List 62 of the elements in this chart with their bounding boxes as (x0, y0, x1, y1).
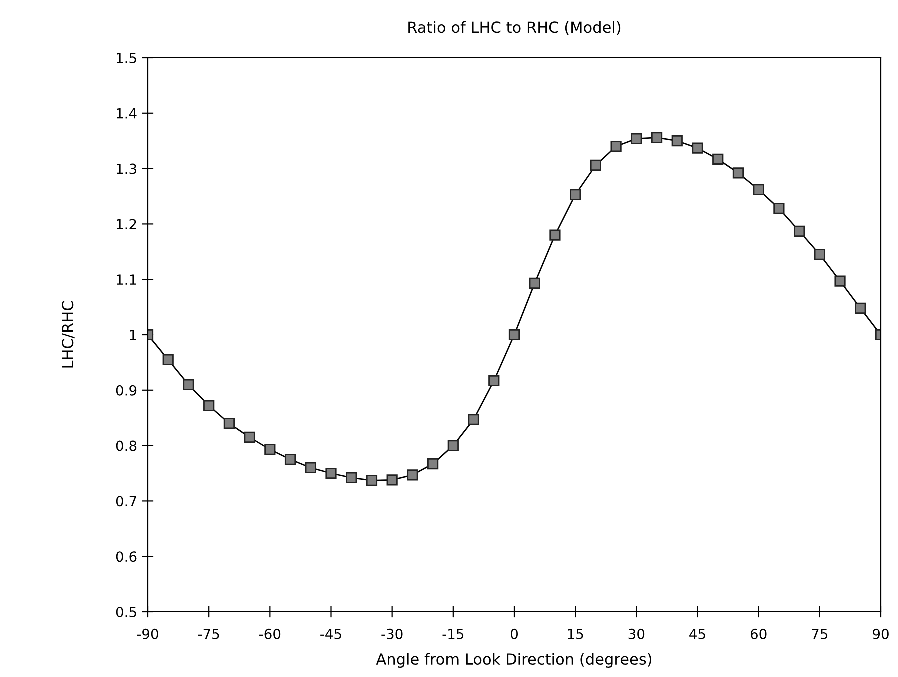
x-tick-label: -75 (198, 629, 220, 640)
y-tick-label: 0.6 (116, 552, 137, 562)
point (264, 444, 276, 456)
point (448, 440, 459, 452)
point (834, 276, 846, 287)
x-tick-label: 75 (812, 629, 828, 640)
x-tick-label: 15 (568, 629, 584, 640)
point (529, 278, 540, 290)
point (326, 468, 337, 480)
point (224, 418, 235, 430)
point (570, 189, 582, 200)
point (550, 230, 561, 241)
point (794, 226, 806, 237)
point (712, 154, 724, 165)
point (508, 329, 520, 341)
point (162, 354, 174, 366)
y-tick-label: 0.9 (116, 385, 137, 396)
point (855, 302, 866, 314)
point (468, 414, 480, 426)
point (732, 168, 744, 179)
x-tick-label: -15 (442, 629, 464, 640)
point (692, 142, 704, 154)
point (284, 454, 296, 466)
y-tick-label: 0.5 (116, 606, 136, 618)
x-tick-label: 45 (690, 629, 706, 640)
y-tick-label: 0.7 (116, 496, 136, 507)
point (814, 249, 826, 260)
point (346, 472, 358, 484)
x-tick-label: -30 (382, 628, 403, 640)
y-axis-title: LHC/RHC (62, 302, 75, 368)
point (651, 132, 663, 144)
point (183, 379, 194, 390)
point (428, 458, 439, 470)
point (610, 141, 622, 152)
x-tick-label: -90 (137, 628, 158, 640)
point (305, 462, 316, 474)
point (753, 184, 764, 196)
point (672, 136, 683, 147)
y-tick-label: 1.1 (117, 274, 136, 285)
point (407, 470, 418, 481)
y-tick-label: 1.2 (117, 219, 136, 230)
point (488, 375, 500, 387)
point (774, 203, 785, 214)
x-tick-label: -60 (260, 628, 281, 640)
y-tick-label: 0.8 (116, 440, 137, 452)
point (386, 474, 398, 486)
x-tick-label: 90 (873, 628, 889, 640)
y-tick-label: 1.4 (117, 108, 137, 119)
point (631, 133, 642, 144)
point (366, 475, 378, 486)
x-tick-label: 0 (510, 628, 518, 640)
point (590, 160, 602, 172)
x-tick-label: 30 (628, 628, 645, 640)
x-tick-label: -45 (320, 629, 342, 640)
x-tick-label: 60 (750, 628, 767, 640)
y-tick-label: 1 (130, 330, 136, 340)
x-axis-title: Angle from Look Direction (degrees) (376, 653, 652, 668)
chart-title: Ratio of LHC to RHC (Model) (408, 21, 621, 36)
point (204, 400, 215, 412)
y-tick-label: 1.3 (117, 164, 136, 174)
y-tick-label: 1.5 (117, 53, 136, 64)
point (244, 432, 256, 444)
